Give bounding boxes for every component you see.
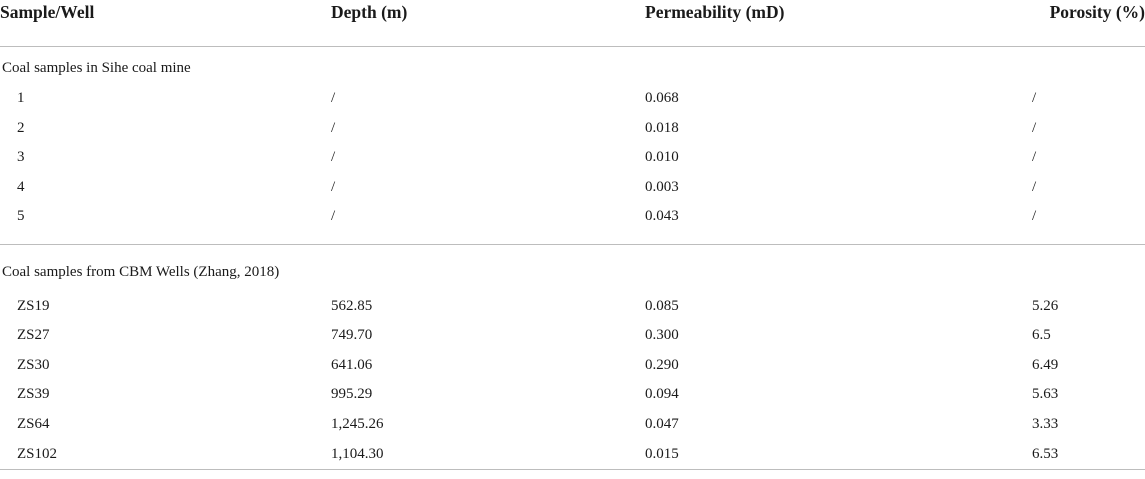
cell-porosity: / (1032, 149, 1037, 166)
cell-depth: / (331, 179, 336, 196)
cell-sample: 4 (17, 179, 25, 196)
section-title-cbm-wells: Coal samples from CBM Wells (Zhang, 2018… (2, 263, 280, 280)
table-row: ZS39 995.29 0.094 5.63 (0, 380, 1145, 410)
cell-permeability: 0.018 (645, 119, 679, 136)
cell-depth: / (331, 90, 336, 107)
table-row: ZS27 749.70 0.300 6.5 (0, 321, 1145, 351)
cell-sample: 3 (17, 149, 25, 166)
cell-sample: ZS64 (17, 416, 50, 433)
cell-porosity: 6.53 (1032, 439, 1145, 471)
table-row: 5 / 0.043 / (0, 202, 1145, 246)
cell-porosity: / (1032, 90, 1037, 107)
cell-porosity: 3.33 (1032, 416, 1059, 433)
table-row: 1 / 0.068 / (0, 84, 1145, 114)
cell-depth: 995.29 (331, 386, 373, 403)
table-row: ZS102 1,104.30 0.015 6.53 (0, 439, 1145, 471)
table-row: 4 / 0.003 / (0, 173, 1145, 203)
table-row: 2 / 0.018 / (0, 114, 1145, 144)
cell-depth: 1,104.30 (331, 439, 645, 471)
table-row: ZS64 1,245.26 0.047 3.33 (0, 410, 1145, 440)
cell-depth: 1,245.26 (331, 416, 384, 433)
cell-permeability: 0.047 (645, 416, 679, 433)
cell-sample: ZS27 (17, 327, 50, 344)
cell-porosity: / (1032, 202, 1145, 246)
cell-permeability: 0.085 (645, 297, 679, 314)
cell-permeability: 0.003 (645, 179, 679, 196)
table-body: Coal samples in Sihe coal mine 1 / 0.068… (0, 47, 1145, 471)
cell-porosity: 6.49 (1032, 356, 1059, 373)
cell-depth: / (331, 119, 336, 136)
header-porosity: Porosity (%) (1032, 0, 1145, 47)
section-row-cbm-wells: Coal samples from CBM Wells (Zhang, 2018… (0, 245, 1145, 292)
table-row: ZS19 562.85 0.085 5.26 (0, 291, 1145, 321)
section-title-sihe: Coal samples in Sihe coal mine (2, 60, 191, 76)
table-header: Sample/Well Depth (m) Permeability (mD) … (0, 0, 1145, 47)
cell-sample: ZS102 (0, 439, 331, 471)
cell-depth: 749.70 (331, 327, 373, 344)
cell-permeability: 0.015 (645, 439, 1032, 471)
cell-porosity: 5.63 (1032, 386, 1059, 403)
cell-sample: 5 (0, 202, 331, 246)
cell-porosity: / (1032, 119, 1037, 136)
cell-sample: ZS30 (17, 356, 50, 373)
cell-depth: / (331, 202, 645, 246)
cell-porosity: / (1032, 179, 1037, 196)
cell-sample: ZS39 (17, 386, 50, 403)
header-permeability: Permeability (mD) (645, 0, 1032, 47)
cell-permeability: 0.094 (645, 386, 679, 403)
cell-depth: 562.85 (331, 297, 373, 314)
header-sample-well: Sample/Well (0, 0, 331, 47)
cell-permeability: 0.043 (645, 202, 1032, 246)
cell-sample: ZS19 (17, 297, 50, 314)
header-row: Sample/Well Depth (m) Permeability (mD) … (0, 0, 1145, 47)
cell-permeability: 0.300 (645, 327, 679, 344)
cell-depth: / (331, 149, 336, 166)
header-depth: Depth (m) (331, 0, 645, 47)
cell-porosity: 5.26 (1032, 297, 1059, 314)
cell-permeability: 0.290 (645, 356, 679, 373)
section-row-sihe: Coal samples in Sihe coal mine (0, 47, 1145, 85)
cell-sample: 2 (17, 119, 25, 136)
cell-permeability: 0.068 (645, 90, 679, 107)
table-row: ZS30 641.06 0.290 6.49 (0, 351, 1145, 381)
table-row: 3 / 0.010 / (0, 143, 1145, 173)
cell-sample: 1 (17, 90, 25, 107)
cell-porosity: 6.5 (1032, 327, 1051, 344)
cell-permeability: 0.010 (645, 149, 679, 166)
cell-depth: 641.06 (331, 356, 373, 373)
